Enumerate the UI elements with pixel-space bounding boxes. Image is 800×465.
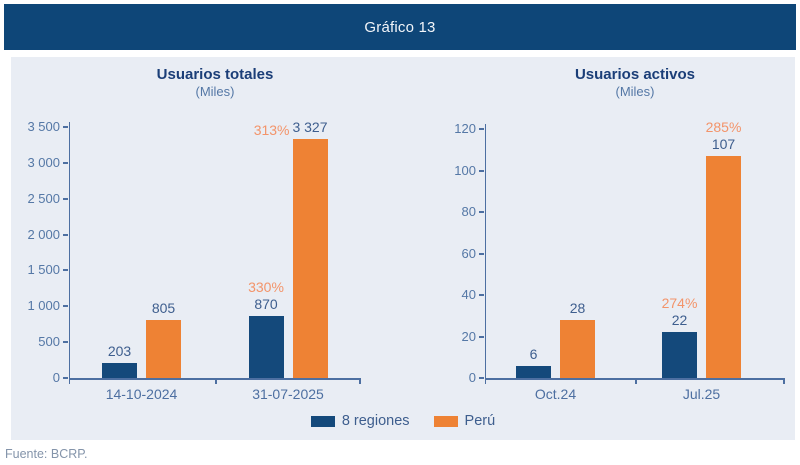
x-tick bbox=[214, 378, 217, 384]
percent-label: 330% bbox=[248, 278, 284, 295]
y-tick-label: 0 bbox=[468, 370, 476, 385]
bar bbox=[248, 315, 284, 378]
category-label: 31-07-2025 bbox=[252, 386, 324, 402]
y-tick bbox=[63, 305, 68, 308]
y-tick-label: 500 bbox=[38, 334, 60, 350]
value-label: 107 bbox=[711, 135, 736, 152]
y-tick-label: 20 bbox=[461, 328, 476, 344]
y-axis bbox=[68, 122, 70, 384]
y-tick bbox=[63, 233, 68, 236]
y-tick-label: 120 bbox=[454, 121, 476, 136]
y-tick bbox=[479, 335, 484, 338]
bar bbox=[102, 363, 137, 378]
chart-subtitle: (Miles) bbox=[195, 84, 235, 99]
y-tick-label: 100 bbox=[454, 162, 476, 178]
y-tick bbox=[63, 377, 68, 379]
figure-title: Gráfico 13 bbox=[364, 18, 436, 36]
y-tick-label: 2 000 bbox=[27, 226, 60, 242]
category-label: Jul.25 bbox=[682, 386, 721, 402]
category-label: Oct.24 bbox=[534, 386, 577, 402]
chart-panel: 8 regiones Perú Usuarios totales (Miles) 0… bbox=[11, 57, 795, 440]
legend-item-8-regiones: 8 regiones bbox=[310, 413, 410, 429]
y-tick bbox=[63, 161, 68, 164]
x-tick bbox=[634, 378, 637, 384]
y-tick bbox=[479, 169, 484, 172]
category-label: 14-10-2024 bbox=[105, 386, 178, 402]
value-label: 870 bbox=[254, 295, 278, 312]
chart-subtitle: (Miles) bbox=[615, 84, 655, 99]
y-tick-label: 2 500 bbox=[27, 190, 60, 206]
value-label: 3 327 bbox=[292, 119, 328, 136]
bar bbox=[706, 155, 741, 378]
y-tick bbox=[479, 377, 484, 379]
x-tick bbox=[359, 378, 361, 384]
y-tick-label: 1 000 bbox=[27, 298, 60, 314]
y-tick-label: 3 500 bbox=[27, 119, 60, 134]
y-tick bbox=[63, 126, 68, 128]
y-tick-label: 80 bbox=[461, 204, 476, 219]
y-tick bbox=[63, 341, 68, 344]
source-note: Fuente: BCRP. bbox=[5, 447, 88, 461]
legend-label-8-regiones: 8 regiones bbox=[341, 413, 410, 429]
y-tick bbox=[63, 197, 68, 200]
percent-label: 274% bbox=[661, 295, 698, 312]
legend-label-peru: Perú bbox=[464, 413, 496, 429]
y-tick bbox=[63, 269, 68, 272]
y-tick bbox=[479, 128, 484, 130]
y-tick bbox=[479, 294, 484, 296]
y-tick bbox=[479, 252, 484, 255]
bar bbox=[146, 320, 181, 378]
y-tick-label: 40 bbox=[461, 287, 476, 302]
y-axis bbox=[484, 124, 486, 384]
bar bbox=[292, 139, 328, 378]
chart-title: Usuarios totales bbox=[156, 66, 274, 83]
value-label: 6 bbox=[529, 345, 538, 362]
y-tick bbox=[479, 211, 484, 213]
y-tick-label: 3 000 bbox=[27, 154, 60, 170]
percent-label: 313% bbox=[253, 122, 290, 139]
figure-header: Gráfico 13 bbox=[4, 4, 796, 50]
chart-legend: 8 regiones Perú bbox=[11, 411, 795, 431]
bar bbox=[560, 319, 595, 378]
y-tick-label: 60 bbox=[461, 245, 476, 261]
legend-item-peru: Perú bbox=[433, 413, 496, 429]
legend-swatch-peru bbox=[433, 415, 458, 427]
chart-title: Usuarios activos bbox=[574, 66, 696, 83]
percent-label: 285% bbox=[705, 118, 742, 135]
value-label: 203 bbox=[107, 343, 132, 360]
y-tick-label: 1 500 bbox=[27, 262, 60, 278]
value-label: 805 bbox=[151, 300, 176, 317]
legend-swatch-8-regiones bbox=[310, 415, 335, 427]
bar bbox=[662, 332, 697, 378]
x-tick bbox=[783, 378, 785, 384]
y-tick-label: 0 bbox=[52, 370, 60, 385]
bar bbox=[516, 365, 551, 378]
value-label: 28 bbox=[569, 299, 586, 316]
value-label: 22 bbox=[671, 312, 688, 329]
